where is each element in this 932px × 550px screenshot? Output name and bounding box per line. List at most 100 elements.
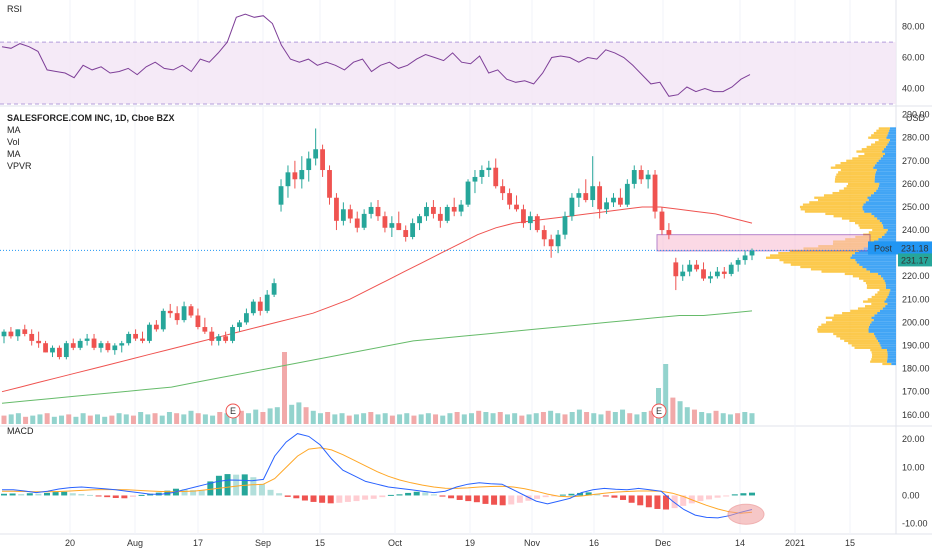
volume-bar [181,414,187,424]
volume-bar [116,413,122,424]
symbol-title: SALESFORCE.COM INC, 1D, Cboe BZX [7,113,175,123]
volume-bar [353,414,359,424]
vpvr-bar-up [876,168,896,172]
candle-body [631,170,637,184]
vpvr-bar-up [871,212,896,216]
macd-histogram-bar [138,494,145,496]
macd-pane[interactable]: MACD [1,426,765,525]
macd-histogram-bar [344,495,351,502]
vpvr-bar-down [871,355,888,359]
macd-histogram-bar [327,495,334,504]
vpvr-bar-down [864,152,885,156]
macd-histogram-bar [181,489,188,496]
volume-bar [612,412,618,424]
highlight-zone[interactable] [656,234,871,252]
vpvr-bar-down [810,268,867,271]
candle-body [368,206,374,214]
indicator-label-ma-2[interactable]: MA [7,149,21,159]
candle-body [105,343,111,351]
vpvr-bar-down [871,295,888,299]
vpvr-bar-up [888,131,896,135]
macd-histogram-bar [147,493,154,496]
candle-body [604,202,609,210]
volume-bar [425,413,431,424]
vpvr-bar-down [865,282,886,285]
vpvr-bar-up [887,295,896,299]
macd-histogram-bar [43,492,50,496]
macd-histogram-bar [714,495,721,498]
x-tick-label: 2021 [785,538,805,548]
macd-histogram-bar [723,495,730,497]
vpvr-bar-down [840,168,877,172]
vpvr-bar-down [847,182,880,186]
vpvr-bar-down [821,270,870,273]
volume-bar [130,415,136,424]
price-pane[interactable]: SALESFORCE.COM INC, 1D, Cboe BZX MA Vol … [0,113,926,424]
candle-body [479,170,485,177]
candle-body [493,167,499,187]
indicator-label-ma[interactable]: MA [7,125,21,135]
price-tag-value: 231.18 [901,243,929,253]
macd-signal-line [2,447,753,514]
indicator-label-vol[interactable]: Vol [7,137,20,147]
vpvr-bar-up [869,323,896,326]
vpvr-bar-up [887,353,896,356]
macd-histogram-bar [301,495,308,501]
volume-bar [303,407,309,424]
macd-crossover-highlight[interactable] [727,503,765,525]
vpvr-bar-up [870,194,896,197]
candle-body [382,216,388,228]
price-tick-label: 260.00 [902,179,930,189]
macd-histogram-bar [465,495,472,502]
candle-body [250,301,256,314]
candle-body [15,329,21,337]
vpvr-bar-down [833,314,875,317]
volume-bar [44,413,50,424]
candle-body [576,193,582,198]
macd-histogram-bar [731,494,738,496]
vpvr-bar-up [851,254,896,257]
macd-histogram-bar [602,495,609,497]
candle-body [597,186,603,210]
macd-histogram-bar [525,495,532,501]
rsi-pane[interactable]: RSI [0,4,896,105]
volume-bar [627,413,633,424]
candle-body [195,315,201,328]
volume-bar [253,409,259,424]
vpvr-bar-down [868,136,887,139]
price-tick-label: 280.00 [902,133,930,143]
indicator-label-vpvr[interactable]: VPVR [7,161,32,171]
candle-body [694,264,699,270]
macd-histogram-bar [585,492,592,496]
vpvr-bar-down [877,291,890,294]
volume-bar [461,414,467,424]
vpvr-bar-down [802,203,864,206]
vpvr-bar-up [877,339,896,343]
vpvr-bar-up [887,228,896,232]
price-tag-box [898,241,932,255]
earnings-marker[interactable] [225,403,241,419]
macd-histogram-bar [233,474,240,496]
vpvr-bar-down [800,208,863,211]
candle-body [389,223,395,228]
vpvr-bar-down [840,337,877,340]
vpvr-bar-down [836,335,876,338]
volume-bar [540,412,546,424]
volume-bar [51,416,57,424]
volume-profile [766,127,896,366]
volume-bar [59,415,65,424]
volume-bar [375,414,381,424]
vpvr-bar-up [884,233,896,236]
macd-histogram-bar [491,495,498,505]
earnings-marker[interactable] [651,403,667,419]
vpvr-bar-down [825,321,872,324]
price-tag-label: Post [874,243,893,253]
volume-bar [476,410,482,424]
vpvr-bar-up [889,138,896,142]
candle-body [43,343,48,353]
macd-histogram-bar [594,493,601,496]
vpvr-bar-up [886,231,896,234]
vpvr-bar-down [799,205,863,209]
vpvr-bar-down [866,145,886,149]
